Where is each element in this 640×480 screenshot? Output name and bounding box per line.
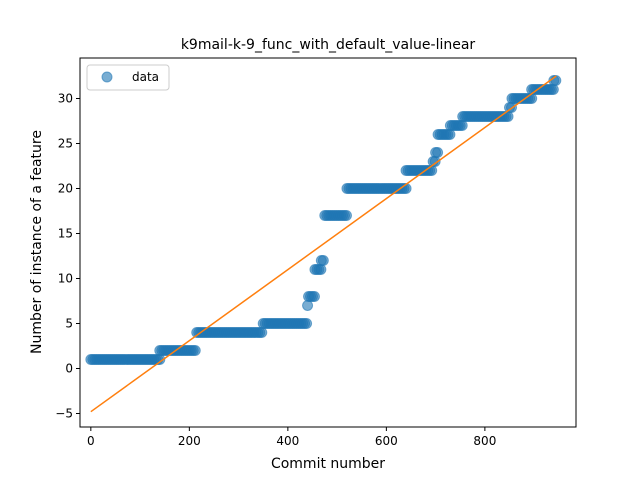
x-tick-label: 0 [87,434,95,448]
data-segment [191,327,268,338]
data-point [432,147,444,158]
data-point [426,165,438,176]
y-axis-label: Number of instance of a feature [29,130,45,354]
data-segment [430,147,444,158]
data-point [256,327,268,338]
data-segment [302,300,314,311]
legend-frame [86,64,170,91]
data-segment [257,318,313,329]
y-tick-label: 5 [65,317,73,331]
y-tick-label: 30 [58,92,73,106]
x-tick-label: 400 [276,434,299,448]
data-point [315,264,327,275]
data-point [308,291,320,302]
data-segment [85,354,166,365]
x-tick-label: 600 [375,434,398,448]
x-tick-label: 200 [178,434,201,448]
data-point [547,84,559,95]
data-segment [457,111,514,122]
chart-title: k9mail-k-9_func_with_default_value-linea… [181,37,476,53]
data-point [444,129,456,140]
data-segment [506,93,538,104]
data-segment [154,345,201,356]
y-tick-label: 10 [58,272,73,286]
legend-label-data: data [132,70,159,84]
plot-area [85,75,562,413]
data-point [189,345,201,356]
data-segment [432,129,456,140]
y-tick-label: 25 [58,137,73,151]
data-point [340,210,352,221]
x-axis: 0 200 400 600 800 [87,427,496,448]
x-tick-label: 800 [473,434,496,448]
legend: data [86,64,170,91]
y-axis: −5 0 5 10 15 20 25 30 [55,92,80,421]
data-point [317,255,329,266]
data-point [302,300,314,311]
data-segment [303,291,320,302]
data-segment [315,255,329,266]
data-segment [309,264,327,275]
data-segment [504,102,517,113]
legend-marker-data [101,71,113,83]
y-tick-label: 0 [65,362,73,376]
axes-frame [79,57,577,428]
fit-line [90,75,557,413]
y-tick-label: 15 [58,227,73,241]
x-axis-label: Commit number [271,456,385,472]
data-point [301,318,313,329]
data-point [456,120,468,131]
data-segment [319,210,352,221]
data-segment [444,120,468,131]
y-tick-label: −5 [55,407,73,421]
y-tick-label: 20 [58,182,73,196]
